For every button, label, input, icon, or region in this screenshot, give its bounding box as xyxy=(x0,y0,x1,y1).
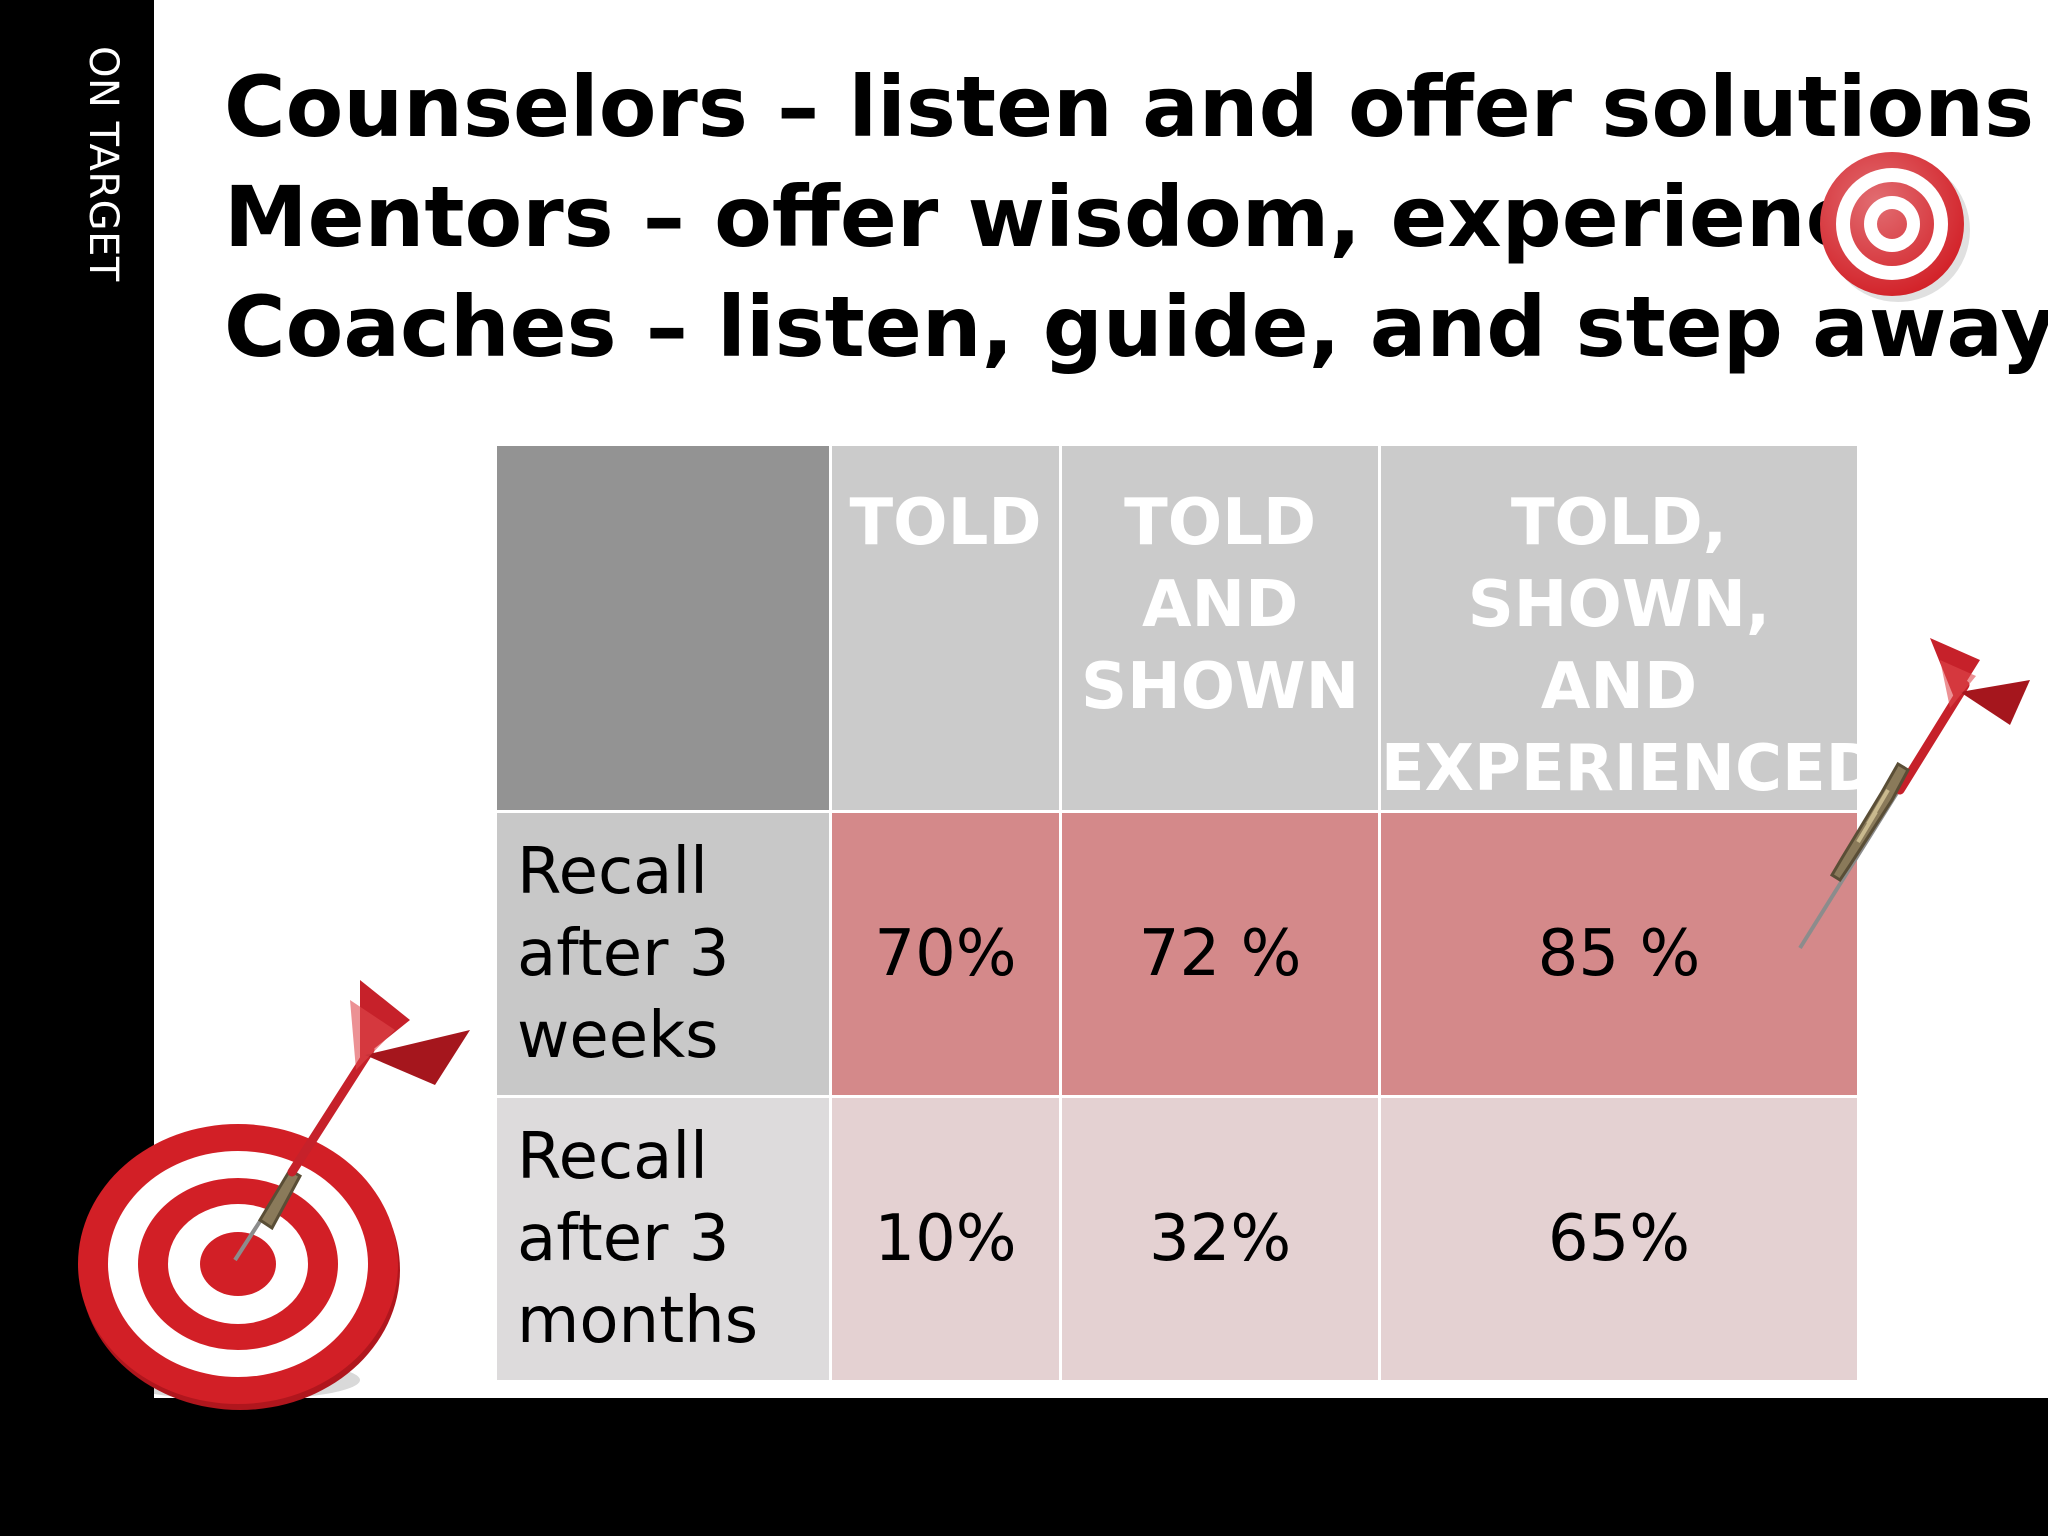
table-row: Recall after 3 months 10% 32% 65% xyxy=(494,1095,1861,1383)
table-cell: 65% xyxy=(1377,1095,1861,1383)
row-label-3-months: Recall after 3 months xyxy=(494,1095,832,1383)
title-line-mentors: Mentors – offer wisdom, experience xyxy=(224,168,1913,266)
column-header-told: TOLD xyxy=(828,443,1063,813)
column-header-told-shown-experienced: TOLD, SHOWN, AND EXPERIENCED xyxy=(1377,443,1879,813)
title-line-coaches: Coaches – listen, guide, and step away xyxy=(224,278,2048,376)
bottom-bar xyxy=(0,1398,2048,1536)
table-cell: 10% xyxy=(828,1095,1063,1383)
target-icon xyxy=(1820,152,1970,302)
row-label-3-weeks: Recall after 3 weeks xyxy=(494,810,832,1098)
side-bar: ON TARGET xyxy=(0,0,154,1536)
dart-icon xyxy=(1798,638,2030,950)
dartboard-with-dart-icon xyxy=(78,980,470,1410)
table-cell: 32% xyxy=(1059,1095,1381,1383)
table-cell: 85 % xyxy=(1377,810,1861,1098)
recall-table: TOLD TOLD AND SHOWN TOLD, SHOWN, AND EXP… xyxy=(494,443,1879,1383)
table-cell: 72 % xyxy=(1059,810,1381,1098)
table-cell: 70% xyxy=(828,810,1063,1098)
table-header-row: TOLD TOLD AND SHOWN TOLD, SHOWN, AND EXP… xyxy=(494,443,1879,813)
column-header-told-shown: TOLD AND SHOWN xyxy=(1059,443,1381,813)
section-label: ON TARGET xyxy=(80,46,126,282)
table-row: Recall after 3 weeks 70% 72 % 85 % xyxy=(494,810,1861,1098)
table-corner-cell xyxy=(494,443,832,813)
title-line-counselors: Counselors – listen and offer solutions xyxy=(224,58,2035,156)
slide-title: Counselors – listen and offer solutions … xyxy=(224,52,2048,382)
